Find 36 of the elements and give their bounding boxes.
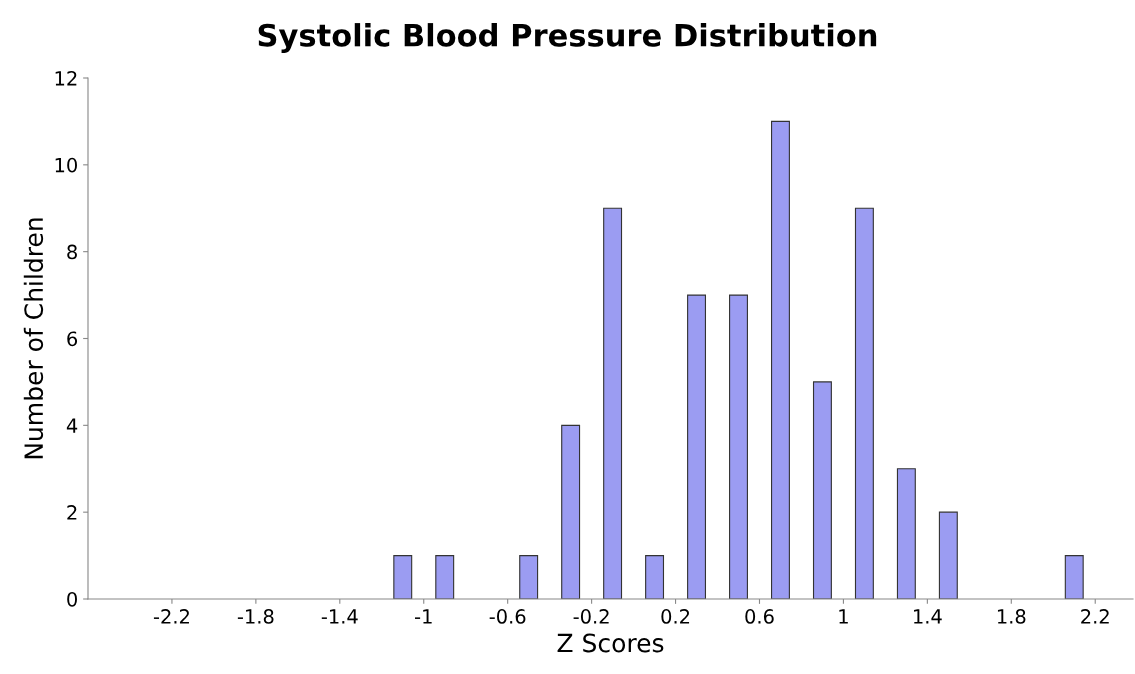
x-tick-label: 0.6 [745, 609, 774, 624]
y-axis-title: Number of Children [23, 218, 44, 459]
bar [854, 207, 874, 599]
bar [561, 424, 581, 599]
bar [519, 555, 539, 599]
bar [393, 555, 413, 599]
bar [770, 120, 790, 599]
x-tick-label: -1.4 [321, 609, 358, 624]
bar [896, 468, 916, 599]
x-tick-label: 1.8 [997, 609, 1026, 624]
x-tick-label: 1.4 [914, 609, 942, 624]
x-tick-label: -0.2 [573, 609, 609, 624]
chart-title: Systolic Blood Pressure Distribution [258, 23, 877, 53]
bar [603, 207, 623, 599]
y-tick-label: 6 [67, 331, 78, 347]
y-tick-label: 4 [66, 418, 78, 433]
bar [938, 511, 958, 599]
y-tick-label: 12 [55, 70, 77, 86]
x-tick-label: -1 [415, 609, 432, 624]
bar [687, 294, 707, 599]
x-tick-label: -0.6 [489, 609, 526, 624]
y-tick-label: 10 [55, 157, 77, 173]
x-tick-label: 1 [839, 609, 848, 624]
bar [1064, 555, 1084, 599]
x-axis-title: Z Scores [557, 633, 664, 653]
x-tick-label: 0.2 [661, 609, 690, 624]
bar [729, 294, 748, 599]
y-tick-label: 8 [67, 244, 77, 260]
bar [812, 381, 832, 599]
y-tick-label: 0 [67, 591, 77, 607]
bar [645, 555, 665, 599]
x-tick-label: 2.2 [1081, 609, 1109, 624]
y-tick-label: 2 [67, 505, 77, 520]
x-tick-label: -1.8 [237, 609, 274, 624]
bar [435, 555, 455, 599]
x-tick-label: -2.2 [153, 609, 189, 624]
